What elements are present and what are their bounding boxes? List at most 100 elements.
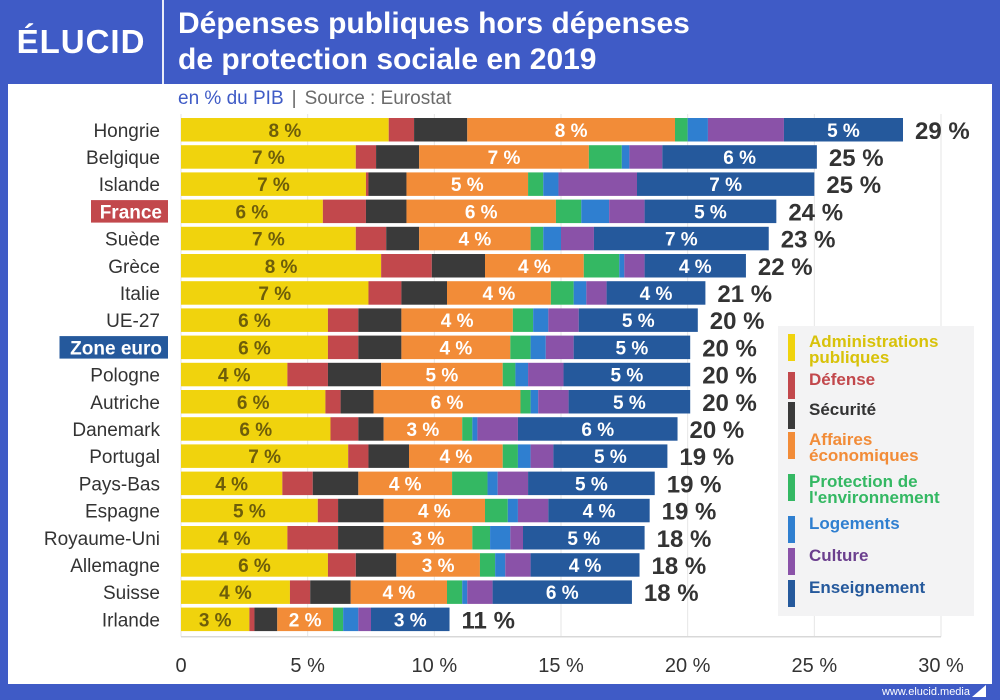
category-label: Portugal	[89, 447, 160, 468]
legend-item: Administrations publiques	[788, 332, 969, 367]
category-label: Suède	[105, 230, 160, 251]
x-tick-label: 0	[175, 655, 186, 677]
legend-label: Logements	[809, 514, 900, 533]
legend-label: Enseignement	[809, 578, 926, 597]
bar-segment	[376, 145, 420, 169]
legend-swatch	[788, 516, 795, 543]
bar-segment	[368, 172, 407, 196]
bar-segment	[287, 526, 339, 550]
bar-segment	[348, 444, 369, 468]
bar-segment	[517, 417, 678, 441]
total-label: 18 %	[644, 580, 699, 607]
segment-label: 4 %	[218, 366, 251, 387]
bar-segment	[181, 172, 366, 196]
segment-label: 4 %	[218, 529, 251, 550]
bar-segment	[662, 145, 817, 169]
bar-segment	[558, 172, 637, 196]
category-label: Italie	[120, 284, 160, 305]
bar-segment	[548, 308, 579, 332]
bar-segment	[181, 145, 356, 169]
legend-label: Protection de l'environnement	[809, 472, 940, 507]
bar-segment	[419, 226, 531, 251]
bar-segment	[578, 308, 698, 332]
bar-segment	[517, 498, 549, 523]
footer-url[interactable]: www.elucid.media	[881, 686, 970, 698]
bar-segment	[523, 526, 645, 550]
bar-segment	[452, 471, 488, 496]
legend-item: Logements	[788, 514, 900, 543]
bar-segment	[181, 607, 250, 632]
legend-swatch	[788, 474, 795, 501]
total-label: 22 %	[758, 254, 813, 281]
bar-segment	[181, 199, 323, 224]
bar-segment	[485, 254, 584, 278]
bar-segment	[510, 335, 531, 360]
bar-segment	[358, 335, 402, 360]
category-label: Pays-Bas	[79, 474, 160, 495]
bar-segment	[588, 145, 622, 169]
segment-label: 8 %	[265, 257, 298, 278]
bar-segment	[545, 335, 574, 360]
bar-segment	[371, 607, 450, 632]
bar-segment	[358, 308, 402, 332]
bar-segment	[325, 390, 341, 414]
bar-segment	[373, 390, 521, 414]
bar-segment	[593, 226, 769, 251]
segment-label: 4 %	[458, 230, 491, 251]
bar-segment	[327, 335, 359, 360]
total-label: 20 %	[710, 308, 765, 335]
segment-label: 3 %	[412, 529, 445, 550]
elucid-logo: ÉLUCID	[16, 23, 146, 60]
segment-label: 7 %	[248, 447, 281, 468]
bar-segment	[783, 118, 903, 142]
category-highlight	[59, 336, 168, 359]
bar-segment	[538, 390, 569, 414]
bar-segment	[330, 417, 359, 441]
segment-label: 5 %	[575, 474, 608, 495]
bar-segment	[510, 526, 523, 550]
total-label: 19 %	[667, 471, 722, 498]
bar-segment	[181, 226, 356, 251]
segment-label: 7 %	[252, 148, 285, 169]
legend-label: Administrations publiques	[809, 332, 939, 367]
bar-segment	[515, 362, 529, 387]
total-label: 20 %	[702, 363, 757, 390]
bar-segment	[497, 471, 529, 496]
bar-segment	[181, 281, 369, 305]
bar-segment	[401, 335, 511, 360]
segment-label: 8 %	[555, 121, 588, 142]
bar-segment	[624, 254, 645, 278]
segment-label: 5 %	[616, 338, 649, 359]
unit-label: en % du PIB	[178, 88, 284, 109]
legend-swatch	[788, 548, 795, 575]
bar-segment	[530, 553, 640, 577]
chart-title: Dépenses publiques hors dépenses de prot…	[178, 6, 690, 78]
bar-segment	[609, 199, 645, 224]
bar-segment	[181, 362, 288, 387]
bar-segment	[621, 145, 630, 169]
segment-label: 6 %	[236, 202, 269, 223]
bar-segment	[358, 417, 384, 441]
bar-segment	[419, 145, 589, 169]
bar-segment	[358, 607, 371, 632]
legend-swatch	[788, 334, 795, 361]
bar-segment	[573, 281, 587, 305]
legend-label: Culture	[809, 546, 869, 565]
bar-segment	[181, 444, 349, 468]
bar-segment	[495, 553, 506, 577]
bar-segment	[553, 444, 668, 468]
bar-segment	[581, 199, 610, 224]
segment-label: 7 %	[709, 175, 742, 196]
segment-label: 8 %	[268, 121, 301, 142]
bar-segment	[472, 526, 491, 550]
segment-label: 6 %	[238, 311, 271, 332]
segment-label: 6 %	[581, 420, 614, 441]
segment-label: 5 %	[567, 529, 600, 550]
category-label: Grèce	[108, 257, 160, 278]
total-label: 19 %	[662, 499, 717, 526]
bar-segment	[467, 118, 675, 142]
bar-segment	[406, 199, 556, 224]
bar-segment	[431, 254, 485, 278]
bar-segment	[401, 281, 447, 305]
